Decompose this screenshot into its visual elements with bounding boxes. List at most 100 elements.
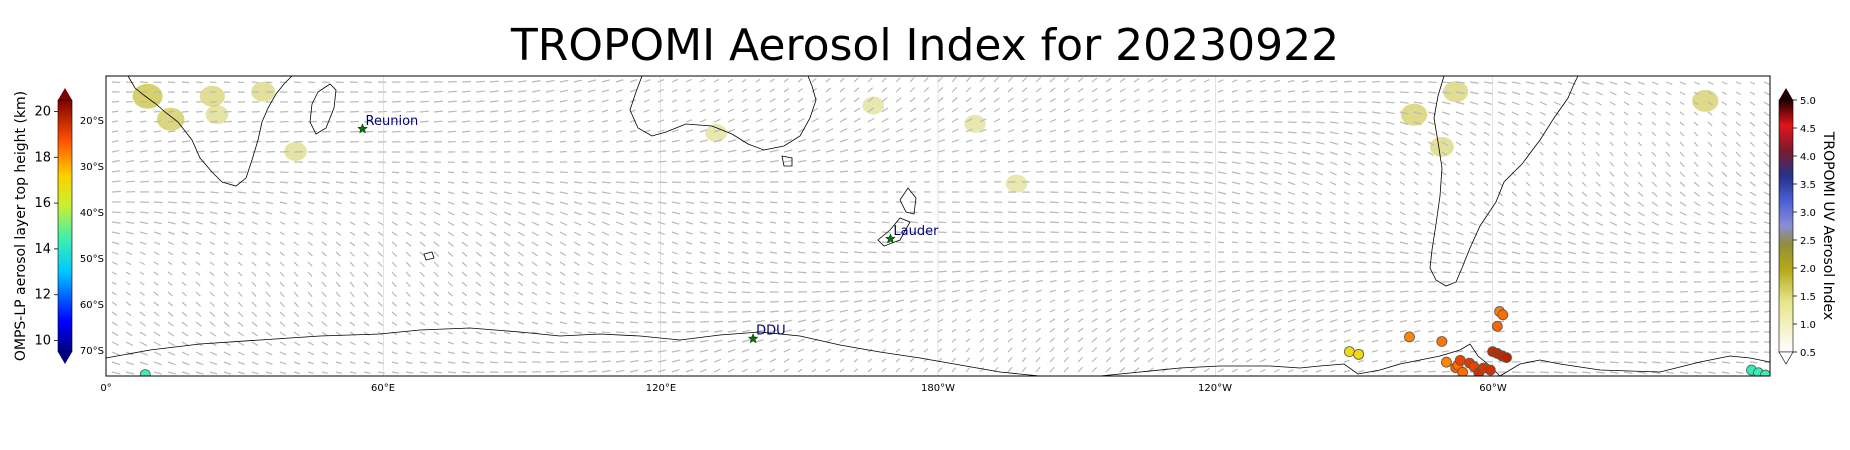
wind-arrow xyxy=(671,129,679,133)
wind-arrow xyxy=(503,110,513,113)
wind-arrow xyxy=(111,251,119,255)
wind-arrow xyxy=(195,140,205,143)
wind-arrow xyxy=(153,291,159,297)
wind-arrow xyxy=(699,149,709,153)
wind-arrow xyxy=(1721,91,1727,95)
wind-arrow xyxy=(209,331,217,337)
wind-arrow xyxy=(1483,191,1489,197)
wind-arrow xyxy=(1245,280,1255,283)
wind-arrow xyxy=(1301,348,1309,353)
wind-arrow xyxy=(153,160,163,163)
wind-arrow xyxy=(1231,368,1238,373)
wind-arrow xyxy=(1357,369,1365,373)
wind-arrow xyxy=(1175,99,1182,103)
wind-arrow xyxy=(335,371,343,374)
wind-arrow xyxy=(1175,317,1183,323)
wind-arrow xyxy=(1665,101,1671,106)
wind-arrow xyxy=(965,86,972,93)
wind-arrow xyxy=(601,261,608,266)
wind-arrow xyxy=(1665,251,1673,254)
lon-tick-120w: 120°W xyxy=(1198,383,1232,394)
wind-arrow xyxy=(881,290,891,293)
wind-arrow xyxy=(111,211,121,214)
wind-arrow xyxy=(1455,101,1465,105)
wind-arrow xyxy=(475,171,483,174)
wind-arrow xyxy=(1119,109,1126,113)
wind-arrow xyxy=(1105,201,1115,204)
wind-arrow xyxy=(1357,299,1367,303)
wind-arrow xyxy=(769,138,779,143)
wind-arrow xyxy=(615,301,623,305)
wind-arrow xyxy=(741,108,749,113)
wind-arrow xyxy=(1049,221,1059,224)
wind-arrow xyxy=(1371,151,1379,156)
wind-arrow xyxy=(825,261,835,264)
wind-arrow xyxy=(1035,318,1042,323)
wind-arrow xyxy=(643,139,652,143)
wind-arrow xyxy=(1763,161,1770,167)
wind-arrow xyxy=(1441,131,1449,136)
wind-arrow xyxy=(1651,361,1661,364)
wind-arrow xyxy=(993,128,1001,133)
wind-arrow xyxy=(181,150,191,153)
wind-arrow xyxy=(489,130,498,133)
wind-arrow xyxy=(965,367,971,373)
wind-arrow xyxy=(951,270,961,273)
wind-arrow xyxy=(1371,171,1378,176)
wind-arrow xyxy=(405,110,415,113)
wind-arrow xyxy=(1259,270,1269,273)
wind-arrow xyxy=(1231,171,1241,175)
wind-arrow xyxy=(1119,298,1127,303)
wind-arrow xyxy=(1553,131,1559,136)
wind-arrow xyxy=(1749,201,1757,206)
wind-arrow xyxy=(1287,131,1297,134)
wind-arrow xyxy=(195,301,202,307)
wind-arrow xyxy=(293,351,301,356)
wind-arrow xyxy=(321,281,327,288)
colorbar-tick-label: 16 xyxy=(34,196,51,211)
wind-arrow xyxy=(321,171,331,174)
wind-arrow xyxy=(559,109,568,113)
right-colorbar-ticks: 0.51.01.52.02.53.03.54.04.55.0 xyxy=(1793,96,1816,359)
wind-arrow xyxy=(1231,151,1241,154)
lat-tick-60s: 60°S xyxy=(80,300,104,311)
wind-arrow xyxy=(1511,320,1519,323)
wind-arrow xyxy=(1301,289,1311,293)
wind-arrow xyxy=(1217,270,1226,273)
wind-arrow xyxy=(531,130,539,133)
wind-arrow xyxy=(1651,121,1657,126)
wind-arrow xyxy=(853,368,859,373)
wind-arrow xyxy=(531,341,540,344)
wind-arrow xyxy=(1105,191,1115,194)
wind-arrow xyxy=(279,191,288,194)
wind-arrow xyxy=(139,301,146,307)
wind-arrow xyxy=(1679,151,1685,157)
wind-arrow xyxy=(1301,151,1311,155)
wind-arrow xyxy=(139,221,149,225)
wind-arrow xyxy=(587,370,597,373)
wind-arrow xyxy=(1609,161,1615,167)
wind-arrow xyxy=(265,281,271,287)
wind-arrow xyxy=(1413,141,1421,146)
colorbar-tick-label: 1.5 xyxy=(1800,292,1816,303)
wind-arrow xyxy=(1455,350,1464,353)
colorbar-tick-label: 18 xyxy=(34,150,51,165)
wind-arrow xyxy=(265,371,273,375)
wind-arrow xyxy=(937,338,943,343)
wind-arrow xyxy=(769,160,779,163)
left-colorbar-label: OMPS-LP aerosol layer top height (km) xyxy=(13,91,29,361)
wind-arrow xyxy=(1721,320,1731,323)
wind-arrow xyxy=(643,271,650,275)
wind-arrow xyxy=(195,271,201,276)
wind-arrow xyxy=(1609,241,1618,245)
wind-arrow xyxy=(1469,271,1479,274)
wind-arrow xyxy=(685,89,692,93)
wind-arrow xyxy=(1707,151,1713,157)
wind-arrow xyxy=(1301,359,1309,363)
wind-arrow xyxy=(1105,119,1112,123)
wind-arrow xyxy=(1483,181,1489,186)
wind-arrow xyxy=(559,191,569,195)
wind-arrow xyxy=(1077,318,1084,323)
wind-arrow xyxy=(419,251,426,257)
wind-arrow xyxy=(1693,211,1701,216)
